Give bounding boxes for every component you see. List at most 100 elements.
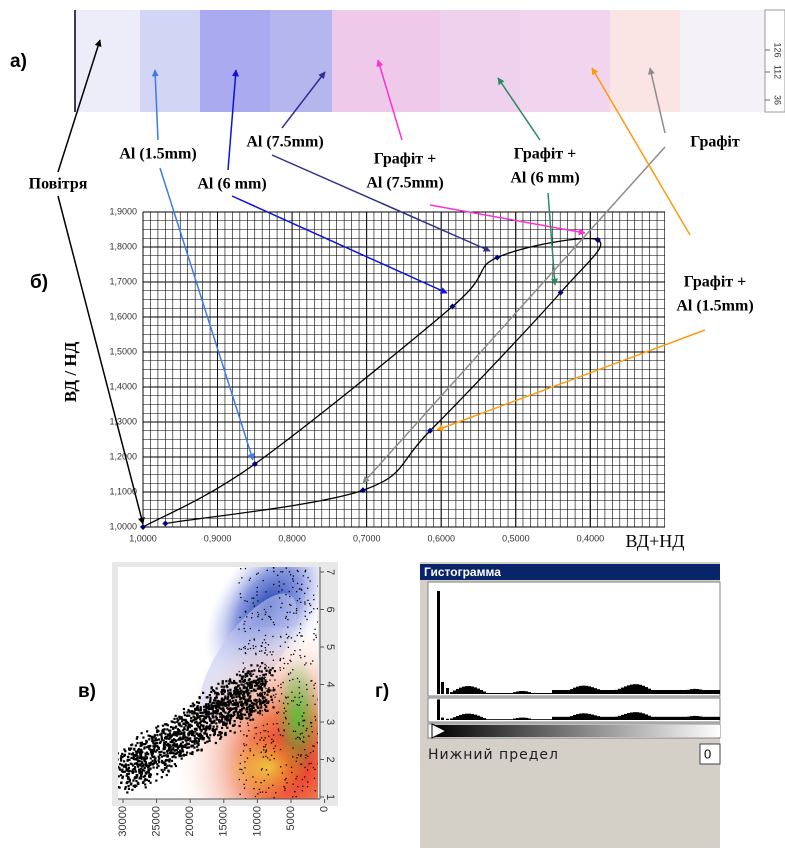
density-dot bbox=[260, 679, 263, 682]
density-dot bbox=[259, 683, 262, 686]
density-dot bbox=[233, 713, 236, 717]
density-dot bbox=[247, 713, 251, 716]
density-dot bbox=[313, 608, 315, 610]
density-dot bbox=[257, 615, 259, 618]
hist-bar bbox=[528, 692, 531, 694]
density-dot bbox=[231, 694, 234, 697]
density-dot bbox=[167, 729, 171, 732]
density-dot bbox=[226, 706, 229, 709]
density-dot bbox=[267, 757, 269, 759]
density-dot bbox=[270, 618, 272, 621]
density-dot bbox=[205, 728, 208, 731]
density-dot bbox=[135, 779, 138, 783]
density-dot bbox=[127, 776, 130, 780]
hist-bar bbox=[552, 716, 555, 720]
density-dot bbox=[192, 732, 195, 735]
hist-bar bbox=[471, 713, 474, 720]
density-dot bbox=[227, 695, 230, 699]
density-dot bbox=[243, 627, 245, 630]
density-dot bbox=[197, 734, 201, 738]
density-dot bbox=[251, 718, 255, 721]
density-dot bbox=[223, 715, 226, 718]
density-dot bbox=[189, 704, 192, 708]
density-dot bbox=[183, 745, 186, 748]
density-dot bbox=[145, 751, 149, 754]
density-dot bbox=[267, 700, 270, 703]
density-dot bbox=[199, 707, 202, 710]
density-dot bbox=[118, 786, 121, 789]
arrow bbox=[281, 71, 326, 129]
density-dot bbox=[168, 749, 171, 752]
density-dot bbox=[241, 577, 243, 579]
density-dot bbox=[252, 602, 254, 604]
arrow bbox=[151, 69, 159, 141]
hist-bar bbox=[516, 717, 519, 720]
hist-bar bbox=[669, 690, 672, 694]
density-dot bbox=[299, 627, 302, 630]
density-dot bbox=[238, 701, 241, 704]
density-dot bbox=[244, 717, 247, 719]
density-dot bbox=[253, 597, 255, 599]
density-dot bbox=[219, 731, 223, 735]
hist-bar bbox=[699, 689, 702, 694]
density-dot bbox=[206, 706, 210, 710]
density-dot bbox=[136, 751, 139, 754]
density-dot bbox=[258, 668, 260, 670]
density-dot bbox=[233, 723, 236, 726]
density-dot bbox=[240, 648, 242, 650]
density-dot bbox=[152, 742, 155, 745]
y-tick-label: 6 bbox=[324, 606, 336, 612]
density-dot bbox=[298, 692, 301, 694]
density-dot bbox=[147, 769, 150, 772]
density-dot bbox=[263, 691, 266, 694]
density-dot bbox=[304, 776, 306, 778]
density-dot bbox=[267, 730, 269, 733]
density-dot bbox=[254, 689, 257, 692]
density-dot bbox=[215, 728, 218, 731]
hist-bar bbox=[585, 713, 588, 720]
hist-bar bbox=[573, 714, 576, 720]
density-dot bbox=[221, 709, 224, 712]
y-tick-label: 1,7000 bbox=[109, 276, 137, 286]
density-dot bbox=[304, 610, 306, 613]
density-dot bbox=[273, 689, 275, 691]
hist-bar bbox=[492, 719, 495, 720]
density-dot bbox=[229, 691, 232, 694]
density-dot bbox=[287, 663, 289, 665]
hist-bar bbox=[591, 714, 594, 720]
data-point bbox=[494, 254, 501, 261]
hist-bar bbox=[708, 716, 711, 720]
density-dot bbox=[225, 715, 229, 718]
density-dot bbox=[295, 760, 298, 762]
density-dot bbox=[176, 717, 179, 720]
hist-bar bbox=[594, 688, 597, 694]
density-dot bbox=[234, 699, 237, 702]
density-dot bbox=[202, 727, 205, 731]
density-dot bbox=[282, 681, 284, 684]
density-dot bbox=[211, 720, 214, 723]
density-dot bbox=[119, 763, 122, 766]
density-dot bbox=[292, 678, 294, 681]
density-dot bbox=[220, 719, 223, 722]
density-dot bbox=[272, 689, 275, 692]
density-dot bbox=[289, 659, 291, 661]
density-dot bbox=[136, 736, 139, 739]
density-dot bbox=[142, 775, 145, 778]
arrow bbox=[57, 195, 145, 525]
density-dot bbox=[265, 710, 267, 713]
density-dot bbox=[249, 748, 251, 750]
density-dot bbox=[244, 767, 246, 769]
density-dot bbox=[280, 686, 282, 689]
density-dot bbox=[210, 703, 213, 706]
density-dot bbox=[245, 707, 249, 711]
hist-bar bbox=[600, 690, 603, 694]
density-dot bbox=[267, 690, 270, 694]
density-dot bbox=[269, 689, 272, 692]
density-dot bbox=[314, 682, 316, 685]
density-dot bbox=[249, 577, 251, 579]
density-dot bbox=[180, 754, 183, 757]
density-dot bbox=[165, 740, 168, 744]
density-dot bbox=[304, 603, 306, 605]
panel-label: г) bbox=[375, 681, 389, 702]
density-dot bbox=[313, 777, 316, 779]
